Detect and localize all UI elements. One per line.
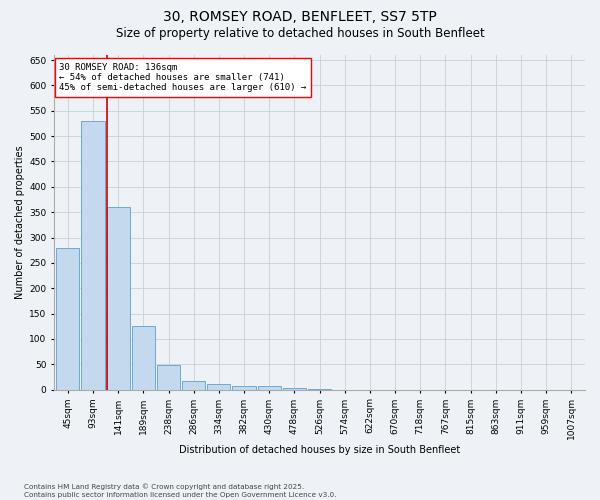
Bar <box>182 380 205 390</box>
Bar <box>132 326 155 390</box>
Bar <box>283 388 306 390</box>
Bar <box>82 121 104 390</box>
Bar <box>308 388 331 390</box>
Text: Contains HM Land Registry data © Crown copyright and database right 2025.
Contai: Contains HM Land Registry data © Crown c… <box>24 484 337 498</box>
Bar <box>207 384 230 390</box>
Text: 30, ROMSEY ROAD, BENFLEET, SS7 5TP: 30, ROMSEY ROAD, BENFLEET, SS7 5TP <box>163 10 437 24</box>
Bar <box>257 386 281 390</box>
Bar <box>157 366 180 390</box>
Y-axis label: Number of detached properties: Number of detached properties <box>15 146 25 299</box>
Text: Size of property relative to detached houses in South Benfleet: Size of property relative to detached ho… <box>116 28 484 40</box>
Bar <box>107 207 130 390</box>
Bar <box>232 386 256 390</box>
Text: 30 ROMSEY ROAD: 136sqm
← 54% of detached houses are smaller (741)
45% of semi-de: 30 ROMSEY ROAD: 136sqm ← 54% of detached… <box>59 62 307 92</box>
X-axis label: Distribution of detached houses by size in South Benfleet: Distribution of detached houses by size … <box>179 445 460 455</box>
Bar <box>56 248 79 390</box>
